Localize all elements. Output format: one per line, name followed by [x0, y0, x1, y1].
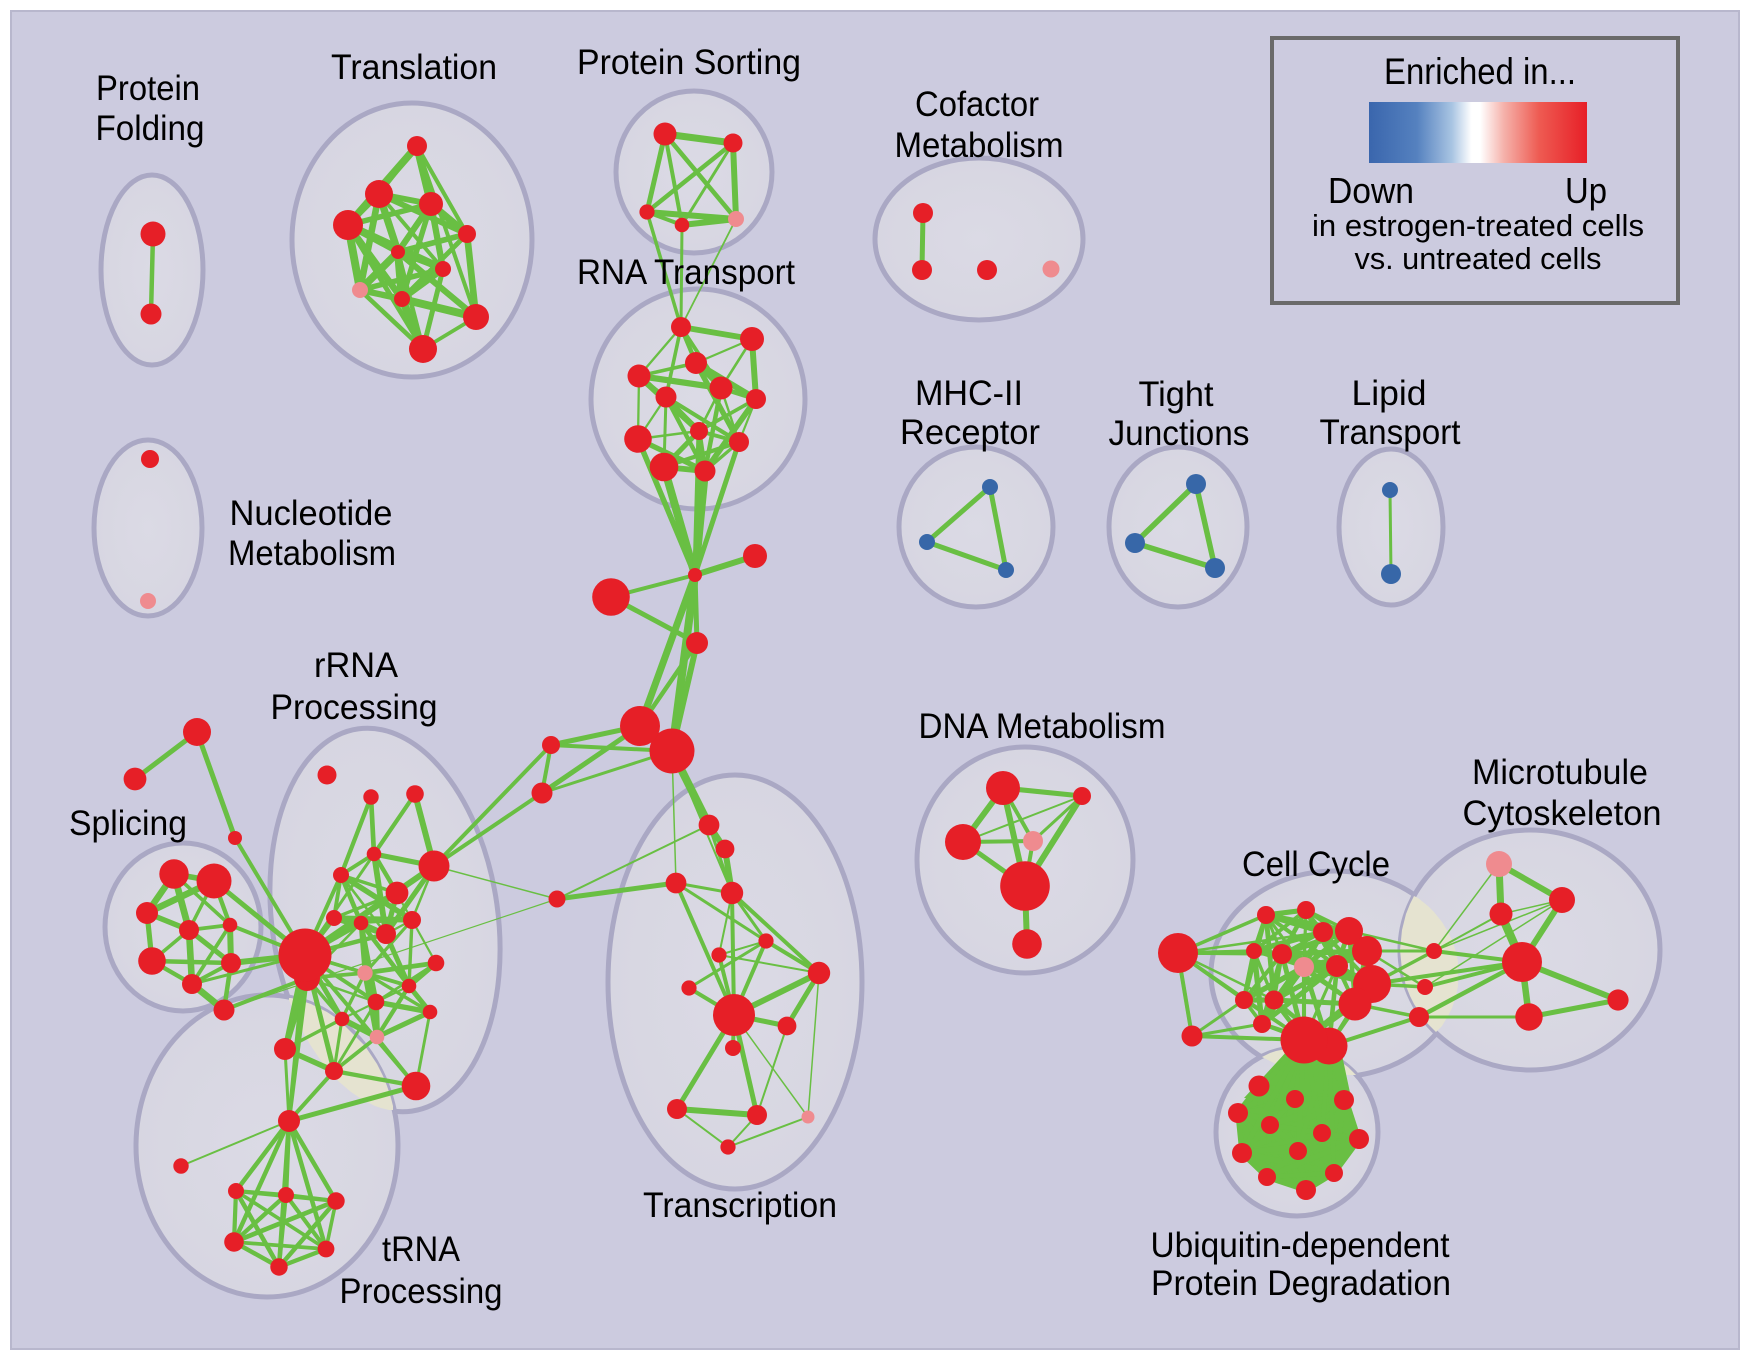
svg-text:in estrogen-treated cells: in estrogen-treated cells [1312, 208, 1644, 243]
svg-text:Nucleotide: Nucleotide [230, 494, 393, 533]
svg-text:Junctions: Junctions [1109, 414, 1250, 453]
svg-text:MHC-II: MHC-II [915, 374, 1023, 413]
svg-text:Protein Sorting: Protein Sorting [577, 43, 801, 82]
svg-text:Processing: Processing [271, 688, 438, 727]
svg-text:Down: Down [1328, 170, 1414, 211]
svg-text:Protein Degradation: Protein Degradation [1151, 1264, 1451, 1303]
svg-text:Receptor: Receptor [900, 413, 1040, 452]
svg-text:Splicing: Splicing [69, 804, 187, 843]
svg-text:Lipid: Lipid [1352, 374, 1427, 413]
svg-text:Metabolism: Metabolism [895, 126, 1064, 165]
svg-text:rRNA: rRNA [314, 646, 399, 685]
svg-text:Translation: Translation [331, 48, 497, 87]
svg-text:Protein: Protein [96, 69, 200, 108]
svg-text:Ubiquitin-dependent: Ubiquitin-dependent [1151, 1226, 1450, 1265]
svg-text:Cell Cycle: Cell Cycle [1242, 845, 1390, 884]
svg-text:Enriched in...: Enriched in... [1384, 51, 1576, 92]
svg-text:Cofactor: Cofactor [915, 85, 1039, 124]
svg-text:Folding: Folding [96, 109, 205, 148]
svg-text:Microtubule: Microtubule [1472, 753, 1648, 792]
svg-text:Transport: Transport [1320, 413, 1461, 452]
svg-text:Up: Up [1565, 170, 1607, 211]
svg-text:RNA Transport: RNA Transport [577, 253, 795, 292]
svg-text:DNA Metabolism: DNA Metabolism [919, 707, 1166, 746]
svg-text:tRNA: tRNA [382, 1230, 461, 1269]
svg-text:Transcription: Transcription [643, 1186, 837, 1225]
svg-text:vs. untreated cells: vs. untreated cells [1355, 241, 1602, 276]
svg-text:Tight: Tight [1139, 375, 1214, 414]
svg-text:Metabolism: Metabolism [228, 534, 396, 573]
svg-text:Cytoskeleton: Cytoskeleton [1463, 794, 1662, 833]
svg-text:Processing: Processing [340, 1272, 503, 1311]
